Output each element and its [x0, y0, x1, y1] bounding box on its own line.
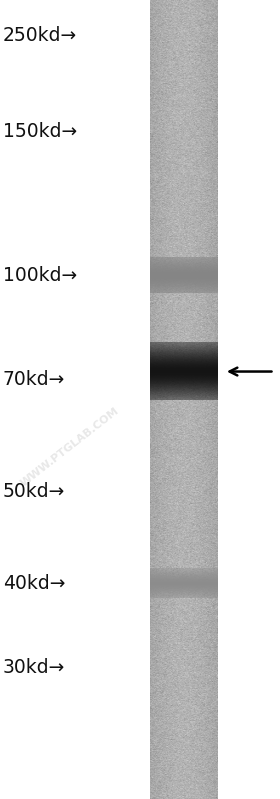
Text: 150kd→: 150kd→ — [3, 122, 77, 141]
Text: 50kd→: 50kd→ — [3, 482, 65, 501]
Text: 30kd→: 30kd→ — [3, 658, 65, 677]
Text: 70kd→: 70kd→ — [3, 370, 65, 389]
Text: WWW.PTGLAB.COM: WWW.PTGLAB.COM — [19, 406, 121, 489]
Text: 250kd→: 250kd→ — [3, 26, 77, 46]
Text: 100kd→: 100kd→ — [3, 266, 77, 285]
Text: 40kd→: 40kd→ — [3, 574, 65, 593]
